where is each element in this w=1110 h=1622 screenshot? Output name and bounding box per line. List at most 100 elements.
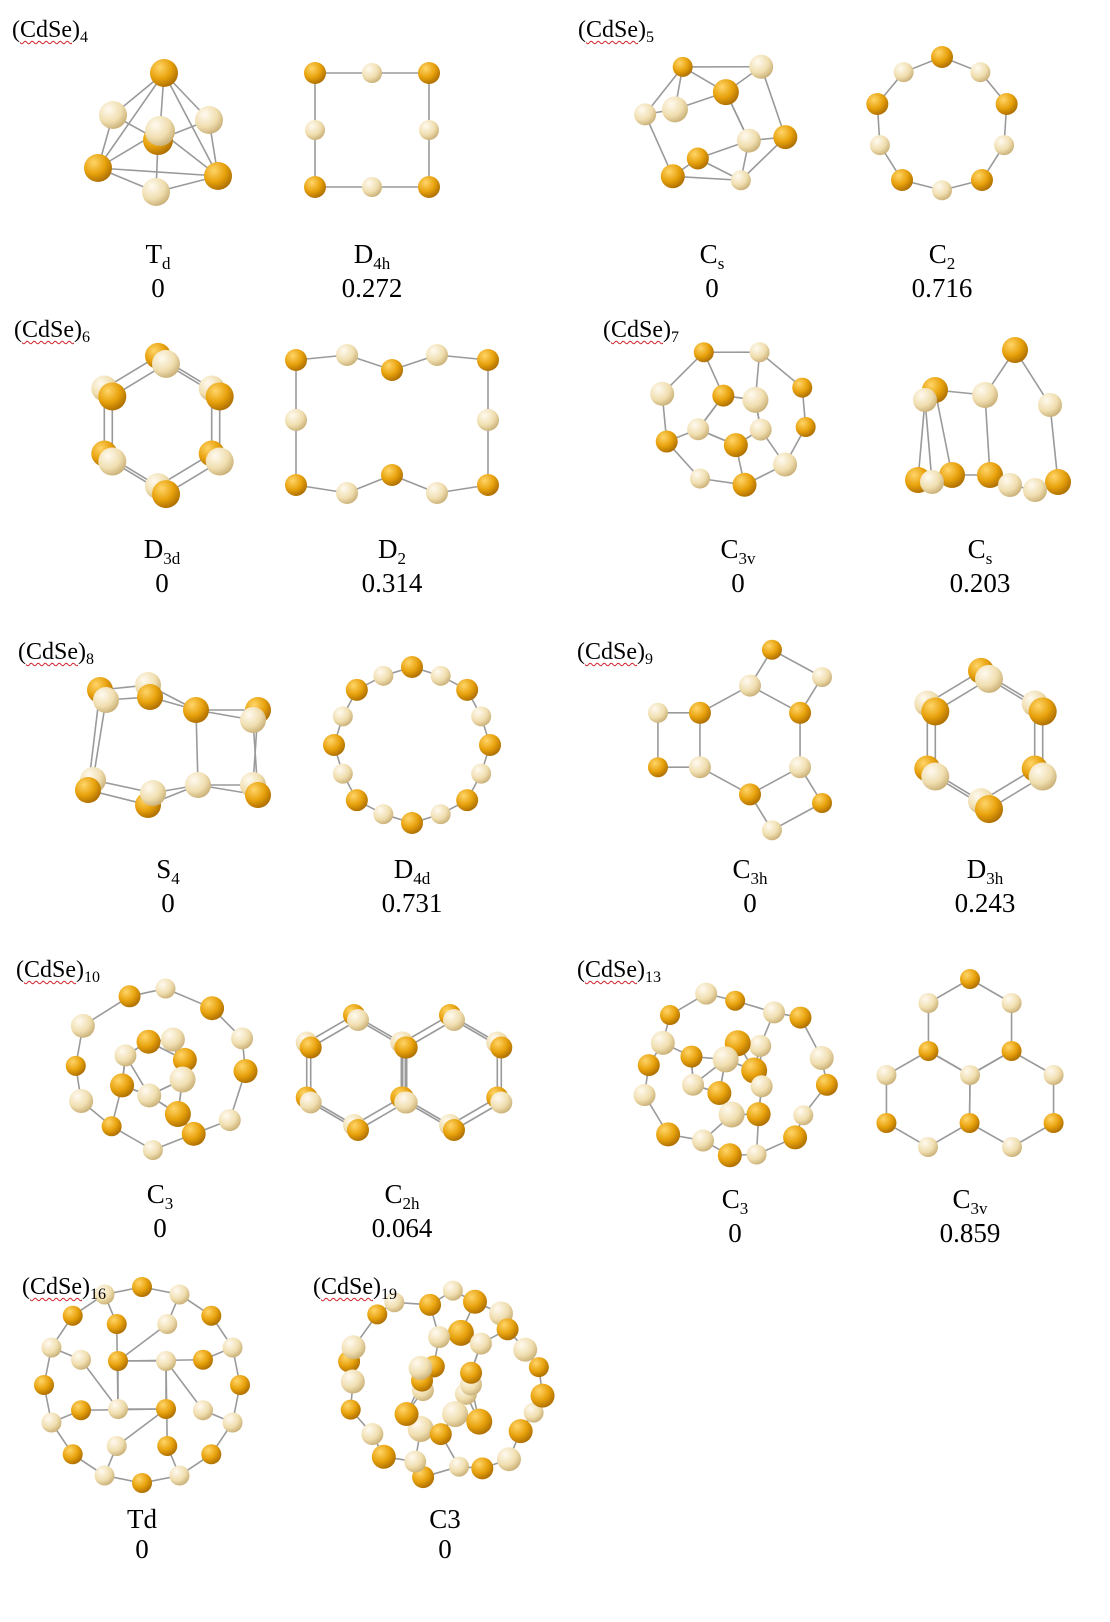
cd-atom	[156, 1399, 176, 1419]
se-atom	[362, 63, 382, 83]
cd-atom	[477, 349, 499, 371]
se-atom	[218, 1109, 241, 1132]
cd-atom	[110, 1073, 135, 1098]
isomer-caption: D3d 0	[82, 534, 242, 598]
isomer-caption: Td 0	[78, 239, 238, 303]
cd-atom	[75, 777, 101, 803]
cluster-size-label: (CdSe)16	[22, 1274, 107, 1303]
cd-atom	[931, 46, 953, 68]
se-atom	[428, 1326, 451, 1349]
point-group: C3	[721, 1184, 749, 1218]
cd-atom	[637, 1054, 660, 1077]
se-atom	[749, 342, 770, 363]
relative-energy: 0	[153, 1212, 167, 1243]
point-group: C3	[429, 1504, 461, 1534]
se-atom	[809, 1046, 834, 1071]
cluster-size-label: (CdSe)7	[603, 317, 680, 346]
point-group: D3d	[143, 534, 181, 568]
se-atom	[523, 1402, 544, 1423]
se-atom	[332, 706, 353, 727]
se-atom	[1001, 993, 1022, 1013]
bond	[165, 1360, 204, 1411]
cd-atom	[773, 125, 798, 150]
bond	[934, 389, 953, 476]
cd-atom	[34, 1375, 54, 1395]
se-atom	[477, 409, 499, 431]
cd-atom	[672, 56, 693, 77]
se-atom	[448, 1456, 469, 1477]
cd-atom	[496, 1318, 519, 1341]
bond	[924, 399, 933, 483]
cd-atom	[739, 783, 761, 806]
bond	[92, 699, 107, 781]
cd-atom	[712, 79, 739, 106]
se-atom	[195, 106, 223, 134]
cd-atom	[530, 1383, 555, 1408]
cd-atom	[939, 462, 965, 488]
cd-atom	[172, 1047, 197, 1072]
se-atom	[749, 418, 772, 441]
se-atom	[471, 706, 492, 727]
cd-atom	[98, 382, 127, 411]
cd-atom	[285, 349, 307, 371]
se-atom	[336, 344, 358, 366]
bond	[80, 1359, 119, 1410]
cd-atom	[686, 147, 709, 170]
se-atom	[695, 982, 718, 1005]
se-atom	[650, 381, 675, 406]
cd-atom	[299, 1036, 322, 1059]
cd-atom	[795, 417, 816, 438]
cd-atom	[783, 1125, 808, 1150]
relative-energy: 0	[161, 887, 175, 918]
relative-energy: 0	[135, 1533, 149, 1564]
se-atom	[205, 447, 234, 476]
se-atom	[469, 1332, 492, 1355]
point-group: Td	[127, 1504, 157, 1534]
point-group: D4d	[393, 854, 431, 888]
se-atom	[69, 1089, 94, 1114]
se-atom	[920, 470, 944, 494]
cd-atom	[447, 1319, 474, 1346]
cd-atom	[136, 1029, 161, 1054]
se-atom	[336, 482, 358, 504]
se-atom	[994, 135, 1015, 156]
cd-atom	[1043, 1113, 1064, 1133]
isomer-caption: C3 0	[365, 1504, 525, 1564]
se-atom	[373, 804, 394, 825]
cd-atom	[479, 734, 501, 756]
se-atom	[114, 1044, 137, 1067]
se-atom	[185, 772, 211, 798]
cd-atom	[792, 377, 813, 398]
relative-energy: 0	[438, 1533, 452, 1564]
cd-atom	[201, 1444, 222, 1465]
cd-atom	[118, 985, 141, 1008]
point-group: C2	[928, 239, 956, 273]
cd-atom	[477, 474, 499, 496]
cd-atom	[717, 1143, 742, 1168]
relative-energy: 0.272	[341, 272, 403, 303]
point-group: C2h	[384, 1179, 420, 1213]
relative-energy: 0	[731, 567, 745, 598]
point-group: C3v	[952, 1184, 988, 1218]
cd-atom	[659, 1005, 680, 1026]
point-group: C3v	[720, 534, 756, 568]
cd-atom	[462, 1289, 487, 1314]
isomer-caption: C2 0.716	[862, 239, 1022, 303]
cd-atom	[62, 1305, 83, 1326]
cd-atom	[456, 678, 479, 701]
cd-atom	[245, 782, 271, 808]
cd-atom	[285, 474, 307, 496]
bond	[97, 72, 165, 169]
se-atom	[471, 763, 492, 784]
se-atom	[869, 135, 890, 156]
se-atom	[430, 665, 451, 686]
cd-atom	[789, 701, 812, 724]
bond	[97, 167, 219, 177]
cd-atom	[401, 812, 423, 834]
se-atom	[932, 180, 952, 201]
cd-atom	[62, 1444, 83, 1465]
cd-atom	[132, 1473, 152, 1493]
cd-atom	[812, 793, 833, 814]
cd-atom	[164, 1101, 191, 1128]
cd-atom	[508, 1419, 533, 1444]
